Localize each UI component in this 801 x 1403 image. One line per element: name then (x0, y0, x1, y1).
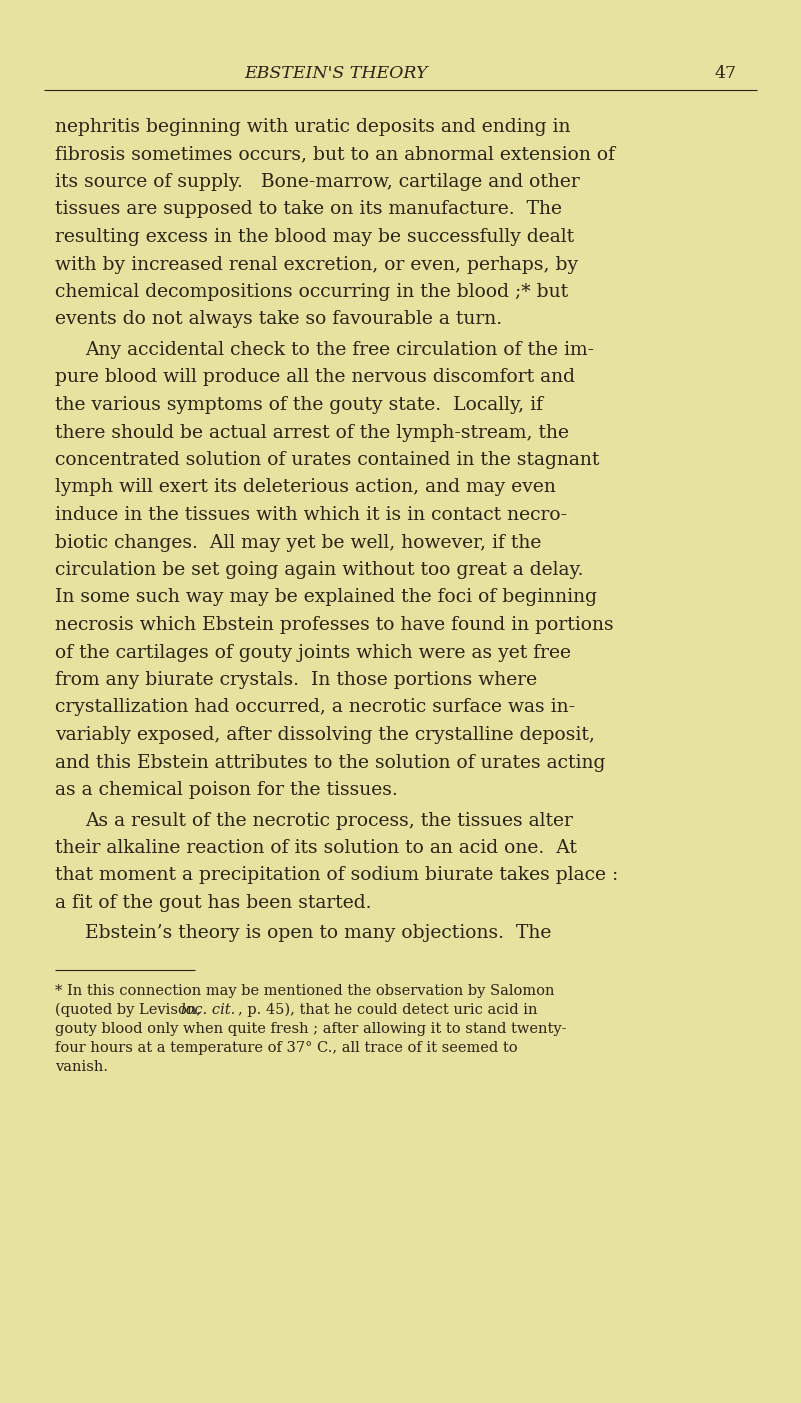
Text: 47: 47 (714, 65, 737, 81)
Text: biotic changes.  All may yet be well, however, if the: biotic changes. All may yet be well, how… (55, 533, 541, 551)
Text: nephritis beginning with uratic deposits and ending in: nephritis beginning with uratic deposits… (55, 118, 570, 136)
Text: the various symptoms of the gouty state.  Locally, if: the various symptoms of the gouty state.… (55, 396, 543, 414)
Text: Ebstein’s theory is open to many objections.  The: Ebstein’s theory is open to many objecti… (85, 925, 551, 943)
Text: events do not always take so favourable a turn.: events do not always take so favourable … (55, 310, 502, 328)
Text: four hours at a temperature of 37° C., all trace of it seemed to: four hours at a temperature of 37° C., a… (55, 1041, 517, 1055)
Text: resulting excess in the blood may be successfully dealt: resulting excess in the blood may be suc… (55, 229, 574, 246)
Text: circulation be set going again without too great a delay.: circulation be set going again without t… (55, 561, 583, 579)
Text: there should be actual arrest of the lymph-stream, the: there should be actual arrest of the lym… (55, 424, 569, 442)
Text: necrosis which Ebstein professes to have found in portions: necrosis which Ebstein professes to have… (55, 616, 614, 634)
Text: chemical decompositions occurring in the blood ;* but: chemical decompositions occurring in the… (55, 283, 568, 302)
Text: induce in the tissues with which it is in contact necro-: induce in the tissues with which it is i… (55, 506, 567, 523)
Text: variably exposed, after dissolving the crystalline deposit,: variably exposed, after dissolving the c… (55, 725, 595, 744)
Text: * In this connection may be mentioned the observation by Salomon: * In this connection may be mentioned th… (55, 984, 554, 998)
Text: lymph will exert its deleterious action, and may even: lymph will exert its deleterious action,… (55, 478, 556, 497)
Text: of the cartilages of gouty joints which were as yet free: of the cartilages of gouty joints which … (55, 644, 571, 661)
Text: , p. 45), that he could detect uric acid in: , p. 45), that he could detect uric acid… (238, 1003, 537, 1017)
Text: tissues are supposed to take on its manufacture.  The: tissues are supposed to take on its manu… (55, 201, 562, 219)
Text: pure blood will produce all the nervous discomfort and: pure blood will produce all the nervous … (55, 369, 575, 386)
Text: loc. cit.: loc. cit. (181, 1003, 235, 1017)
Text: their alkaline reaction of its solution to an acid one.  At: their alkaline reaction of its solution … (55, 839, 577, 857)
Text: with by increased renal excretion, or even, perhaps, by: with by increased renal excretion, or ev… (55, 255, 578, 274)
Text: concentrated solution of urates contained in the stagnant: concentrated solution of urates containe… (55, 450, 599, 469)
Text: a fit of the gout has been started.: a fit of the gout has been started. (55, 894, 372, 912)
Text: In some such way may be explained the foci of beginning: In some such way may be explained the fo… (55, 588, 597, 606)
Text: that moment a precipitation of sodium biurate takes place :: that moment a precipitation of sodium bi… (55, 867, 618, 884)
Text: (quoted by Levison,: (quoted by Levison, (55, 1003, 206, 1017)
Text: vanish.: vanish. (55, 1061, 108, 1075)
Text: from any biurate crystals.  In those portions where: from any biurate crystals. In those port… (55, 671, 537, 689)
Text: its source of supply.   Bone-marrow, cartilage and other: its source of supply. Bone-marrow, carti… (55, 173, 580, 191)
Text: EBSTEIN'S THEORY: EBSTEIN'S THEORY (244, 65, 429, 81)
Text: fibrosis sometimes occurs, but to an abnormal extension of: fibrosis sometimes occurs, but to an abn… (55, 146, 615, 164)
Text: as a chemical poison for the tissues.: as a chemical poison for the tissues. (55, 781, 398, 798)
Text: crystallization had occurred, a necrotic surface was in-: crystallization had occurred, a necrotic… (55, 699, 575, 717)
Text: and this Ebstein attributes to the solution of urates acting: and this Ebstein attributes to the solut… (55, 753, 606, 772)
Text: gouty blood only when quite fresh ; after allowing it to stand twenty-: gouty blood only when quite fresh ; afte… (55, 1021, 566, 1035)
Text: As a result of the necrotic process, the tissues alter: As a result of the necrotic process, the… (85, 811, 573, 829)
Text: Any accidental check to the free circulation of the im-: Any accidental check to the free circula… (85, 341, 594, 359)
